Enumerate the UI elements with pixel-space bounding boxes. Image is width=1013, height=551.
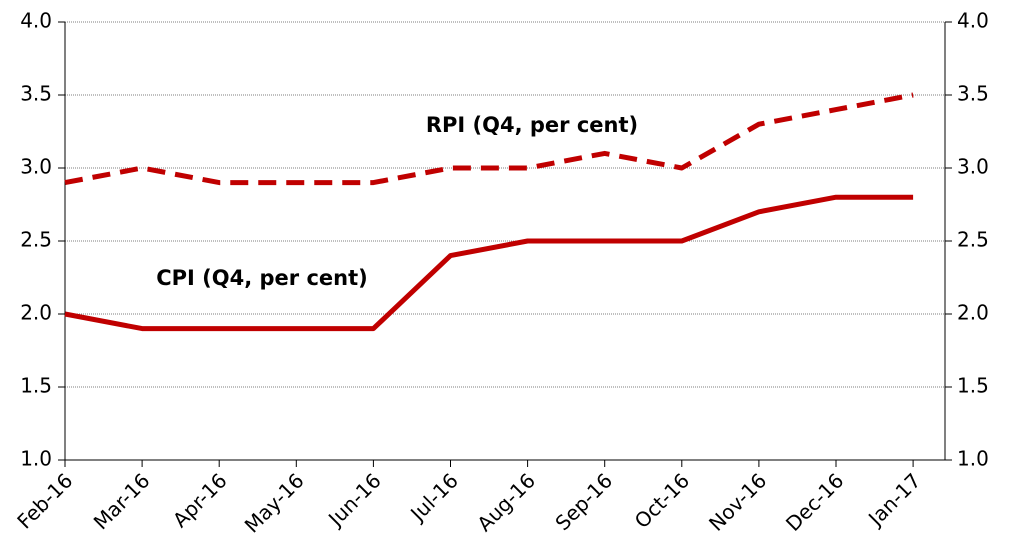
x-tick-label: May-16: [240, 468, 309, 537]
y2-tick-label: 1.0: [957, 447, 989, 471]
y-tick-label: 2.5: [20, 228, 52, 252]
x-tick-label: Feb-16: [12, 468, 77, 533]
y-tick-label: 2.0: [20, 301, 52, 325]
y2-tick-label: 3.5: [957, 82, 989, 106]
x-tick-label: Mar-16: [89, 468, 155, 534]
y2-tick-label: 1.5: [957, 374, 989, 398]
x-tick-label: Aug-16: [472, 468, 540, 536]
y2-tick-label: 3.0: [957, 155, 989, 179]
y2-tick-label: 4.0: [957, 9, 989, 33]
y-tick-label: 4.0: [20, 9, 52, 33]
x-tick-label: Sep-16: [550, 468, 617, 535]
y-tick-label: 3.0: [20, 155, 52, 179]
x-tick-label: Jan-17: [862, 468, 925, 531]
x-tick-label: Oct-16: [630, 468, 695, 533]
x-tick-label: Apr-16: [168, 468, 232, 532]
series-line: [64, 194, 914, 332]
x-tick-label: Jul-16: [404, 468, 463, 527]
x-tick-label: Nov-16: [704, 468, 771, 535]
annotation: RPI (Q4, per cent): [426, 113, 638, 137]
y2-tick-label: 2.5: [957, 228, 989, 252]
y-tick-label: 3.5: [20, 82, 52, 106]
y-tick-label: 1.0: [20, 447, 52, 471]
x-tick-label: Dec-16: [781, 468, 848, 535]
annotation: CPI (Q4, per cent): [156, 266, 368, 290]
y-tick-label: 1.5: [20, 374, 52, 398]
x-tick-label: Jun-16: [322, 468, 386, 532]
y2-tick-label: 2.0: [957, 301, 989, 325]
series-line: [64, 92, 914, 186]
